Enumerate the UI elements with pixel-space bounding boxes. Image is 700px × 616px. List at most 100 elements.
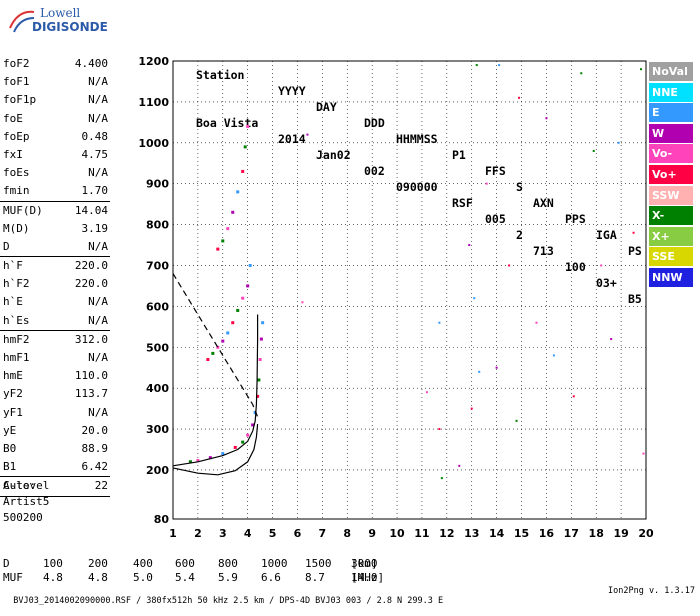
- header-value-pps: 100: [565, 260, 586, 274]
- param-row: hmF1 N/A: [0, 349, 110, 367]
- scatter-point: [440, 477, 443, 480]
- auto-program: Artist5: [3, 495, 50, 508]
- distance-cell: 100: [43, 557, 63, 570]
- header-label-s: S: [516, 180, 523, 194]
- x-tick-label: 13: [464, 527, 479, 540]
- trace-point: [216, 345, 220, 349]
- trace-point: [257, 378, 261, 382]
- param-value: 113.7: [74, 387, 108, 401]
- muf-cell: 4.8: [43, 571, 63, 584]
- station-header: Station YYYY DAY DDD HHMMSS P1 FFS S AXN…: [196, 19, 696, 306]
- param-value: 110.0: [74, 369, 108, 383]
- param-row: hmE 110.0: [0, 367, 110, 385]
- param-label: fxI: [3, 147, 23, 161]
- x-tick-label: 8: [343, 527, 351, 540]
- param-value: 14.04: [74, 203, 108, 217]
- param-label: h`Es: [3, 313, 30, 327]
- x-tick-label: 10: [389, 527, 405, 540]
- param-separator: [0, 495, 110, 497]
- muf-distance-table: D 100 200 400 600 800 1000 1500 3000 [km] MUF 4.8 4.…: [3, 557, 423, 585]
- param-row: h`Es N/A: [0, 312, 110, 330]
- param-row: fxI 4.75: [0, 146, 110, 164]
- param-row: foF1p N/A: [0, 91, 110, 109]
- header-label-axn: AXN: [533, 196, 554, 210]
- param-value: N/A: [88, 111, 108, 125]
- param-label: hmF2: [3, 332, 30, 346]
- trace-point: [253, 411, 257, 415]
- distance-cell: 1000: [261, 557, 288, 570]
- muf-cell: 8.7: [305, 571, 325, 584]
- scatter-point: [642, 452, 645, 455]
- param-value: 312.0: [74, 332, 108, 346]
- param-label: foF2: [3, 57, 30, 70]
- header-label-ffs: FFS: [485, 164, 506, 178]
- muf-cell: 5.4: [175, 571, 195, 584]
- scatter-point: [610, 338, 613, 341]
- x-tick-label: 20: [638, 527, 654, 540]
- x-tick-label: 5: [269, 527, 277, 540]
- scatter-point: [640, 68, 643, 71]
- trace-point: [248, 263, 252, 267]
- muf-cell: 5.9: [218, 571, 238, 584]
- param-label: foEs: [3, 166, 30, 180]
- header-value-ps: B5: [628, 292, 642, 306]
- param-value: 4.400: [74, 57, 108, 70]
- x-tick-label: 18: [589, 527, 604, 540]
- logo-wave-icon: [9, 10, 35, 33]
- scatter-point: [515, 419, 518, 422]
- y-tick-label: 900: [146, 178, 169, 191]
- trace-point: [241, 440, 245, 444]
- trace-point: [246, 433, 250, 437]
- ionogram-plot: 1 2 3 4 5 6 7 8 9 10 11 12 13 14 15 16 17 18 19 20802003004…: [138, 55, 654, 540]
- trace-point: [226, 331, 230, 335]
- scatter-point: [438, 321, 441, 324]
- param-label: h`E: [3, 295, 23, 309]
- trace-point: [226, 227, 230, 231]
- param-separator: [0, 329, 110, 331]
- param-separator: [0, 476, 110, 478]
- header-value-hhmmss: 090000: [396, 180, 438, 194]
- param-value: N/A: [88, 75, 108, 89]
- legend-item: SSE: [649, 247, 693, 267]
- scatter-point: [495, 366, 498, 369]
- scatter-point: [592, 149, 595, 152]
- param-value: N/A: [88, 313, 108, 327]
- scatter-point: [535, 321, 538, 324]
- header-label-ps: PS: [628, 244, 642, 258]
- param-row: yE 20.0: [0, 422, 110, 440]
- param-row: B1 6.42: [0, 458, 110, 476]
- x-tick-label: 1: [169, 527, 177, 540]
- param-label: fmin: [3, 184, 30, 198]
- trace-point: [208, 456, 212, 460]
- x-tick-label: 7: [319, 527, 327, 540]
- param-label: yE: [3, 423, 17, 437]
- param-value: N/A: [88, 93, 108, 107]
- trace-point: [241, 296, 245, 300]
- scatter-point: [617, 141, 620, 144]
- param-row: foEp 0.48: [0, 128, 110, 146]
- param-label: M(D): [3, 221, 30, 235]
- scatter-point: [438, 428, 441, 431]
- logo-text-lowell: Lowell: [40, 6, 81, 20]
- trace-point: [196, 459, 200, 463]
- x-tick-label: 17: [564, 527, 579, 540]
- muf-cell: 4.8: [88, 571, 108, 584]
- scatter-point: [470, 407, 473, 410]
- scatter-point: [508, 264, 511, 267]
- y-tick-label: 1000: [138, 137, 169, 150]
- trace-point: [211, 351, 215, 355]
- param-value: 4.75: [81, 147, 109, 161]
- param-value: 220.0: [74, 277, 108, 291]
- scatter-point: [545, 117, 548, 120]
- parameter-panel: foF2 4.400 foF1 N/A foF1p N/A foE N/A foEp 0.48 fx…: [0, 55, 110, 497]
- scatter-point: [458, 464, 461, 467]
- muf-cell: [MHz]: [351, 571, 385, 584]
- legend-item: Vo+: [649, 164, 693, 184]
- y-tick-label: 400: [146, 382, 169, 395]
- true-height-profile-curve: [172, 424, 259, 476]
- header-value-p1: RSF: [452, 196, 473, 210]
- param-row: MUF(D) 14.04: [0, 202, 110, 220]
- footer-info: BVJ03_2014002090000.RSF / 380fx512h 50 k…: [3, 586, 697, 616]
- header-value-station: Boa Vista: [196, 116, 259, 130]
- x-tick-label: 16: [539, 527, 555, 540]
